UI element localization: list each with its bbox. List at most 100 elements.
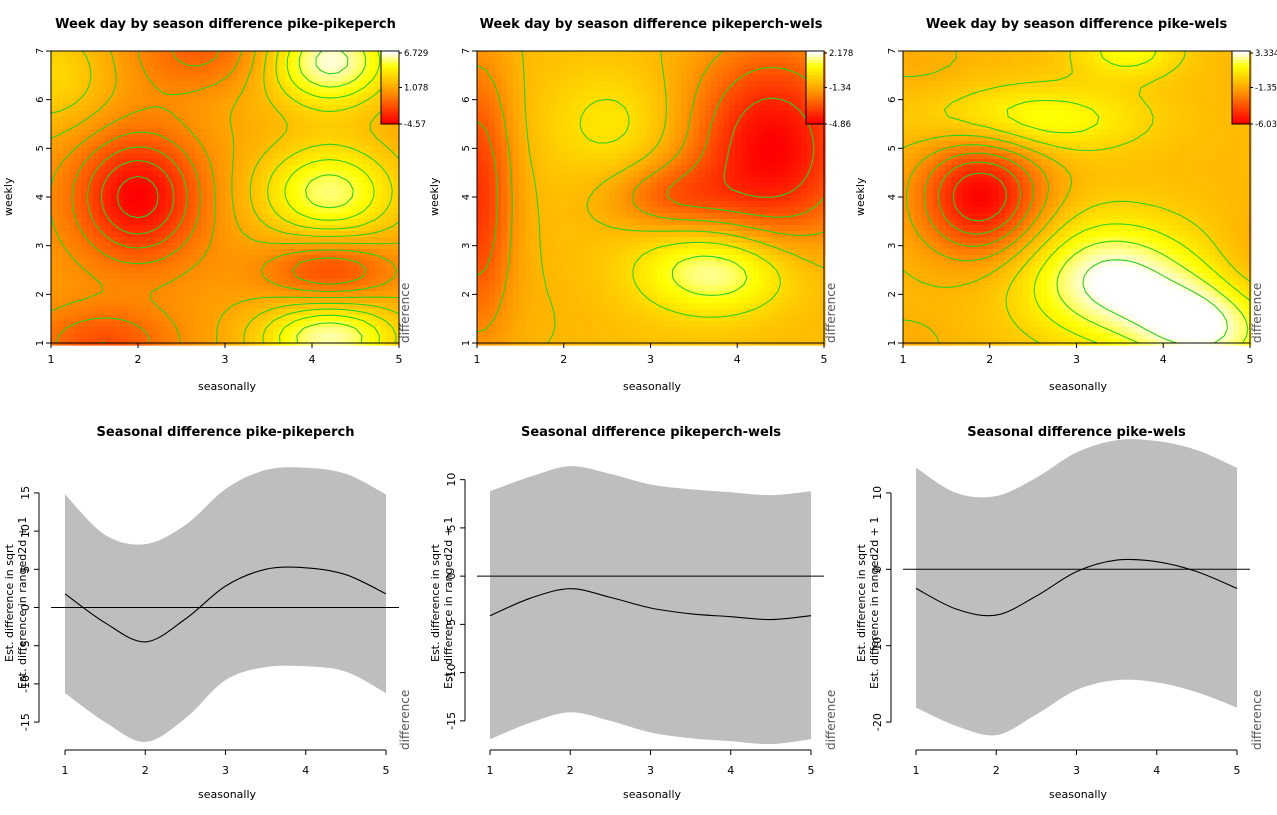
heatmap-cell xyxy=(255,267,262,274)
heatmap-cell xyxy=(351,231,358,238)
heatmap-cell xyxy=(213,171,220,178)
heatmap-cell xyxy=(357,165,364,172)
heatmap-cell xyxy=(255,177,262,184)
heatmap-cell xyxy=(147,129,154,136)
heatmap-cell xyxy=(291,255,298,262)
heatmap-cell xyxy=(339,285,346,292)
heatmap-cell xyxy=(249,99,256,106)
heatmap-cell xyxy=(63,213,70,220)
heatmap-cell xyxy=(351,141,358,148)
heatmap-cell xyxy=(351,267,358,274)
heatmap-cell xyxy=(345,285,352,292)
heatmap-cell xyxy=(171,255,178,262)
heatmap-cell xyxy=(327,291,334,298)
heatmap-cell xyxy=(135,69,142,76)
heatmap-cell xyxy=(153,93,160,100)
heatmap-cell xyxy=(69,75,76,82)
heatmap-cell xyxy=(255,141,262,148)
heatmap-cell xyxy=(369,213,376,220)
heatmap-cell xyxy=(93,75,100,82)
heatmap-cell xyxy=(369,231,376,238)
heatmap-cell xyxy=(105,129,112,136)
heatmap-cell xyxy=(345,237,352,244)
heatmap-cell xyxy=(261,297,268,304)
heatmap-cell xyxy=(315,171,322,178)
heatmap-cell xyxy=(165,99,172,106)
heatmap-cell xyxy=(243,87,250,94)
heatmap-cell xyxy=(327,147,334,154)
heatmap-cell xyxy=(135,81,142,88)
heatmap-cell xyxy=(225,255,232,262)
heatmap-cell xyxy=(153,249,160,256)
heatmap-cell xyxy=(207,57,214,64)
heatmap-cell xyxy=(321,273,328,280)
heatmap-cell xyxy=(207,117,214,124)
heatmap-cell xyxy=(213,105,220,112)
heatmap-cell xyxy=(267,147,274,154)
heatmap-cell xyxy=(345,135,352,142)
heatmap-cell xyxy=(267,297,274,304)
heatmap-cell xyxy=(81,219,88,226)
heatmap-cell xyxy=(207,51,214,58)
heatmap-cell xyxy=(243,93,250,100)
heatmap-cell xyxy=(165,261,172,268)
heatmap-cell xyxy=(345,117,352,124)
heatmap-cell xyxy=(285,57,292,64)
heatmap-cell xyxy=(57,219,64,226)
heatmap-cell xyxy=(207,285,214,292)
heatmap-cell xyxy=(321,207,328,214)
heatmap-cell xyxy=(75,69,82,76)
heatmap-cell xyxy=(129,141,136,148)
heatmap-cell xyxy=(267,165,274,172)
heatmap-cell xyxy=(153,153,160,160)
heatmap-cell xyxy=(273,273,280,280)
heatmap-cell xyxy=(63,189,70,196)
heatmap-cell xyxy=(345,51,352,58)
heatmap-cell xyxy=(81,231,88,238)
heatmap-cell xyxy=(333,291,340,298)
heatmap-cell xyxy=(327,57,334,64)
heatmap-cell xyxy=(81,303,88,310)
heatmap-cell xyxy=(81,147,88,154)
heatmap-cell xyxy=(345,81,352,88)
heatmap-cell xyxy=(231,111,238,118)
heatmap-cell xyxy=(387,123,394,130)
heatmap-cell xyxy=(57,153,64,160)
heatmap-cell xyxy=(291,159,298,166)
heatmap-cell xyxy=(279,201,286,208)
heatmap-cell xyxy=(153,99,160,106)
heatmap-cell xyxy=(141,165,148,172)
heatmap-cell xyxy=(333,111,340,118)
heatmap-cell xyxy=(111,165,118,172)
heatmap-cell xyxy=(279,75,286,82)
heatmap-cell xyxy=(69,279,76,286)
heatmap-cell xyxy=(69,207,76,214)
heatmap-cell xyxy=(189,261,196,268)
heatmap-cell xyxy=(87,195,94,202)
heatmap-cell xyxy=(117,159,124,166)
heatmap-cell xyxy=(393,237,400,244)
heatmap-cell xyxy=(375,279,382,286)
heatmap-cell xyxy=(381,249,388,256)
heatmap-cell xyxy=(315,111,322,118)
heatmap-cell xyxy=(279,207,286,214)
heatmap-cell xyxy=(93,93,100,100)
heatmap-cell xyxy=(273,129,280,136)
heatmap-cell xyxy=(327,171,334,178)
heatmap-cell xyxy=(291,51,298,58)
heatmap-cell xyxy=(177,189,184,196)
heatmap-cell xyxy=(183,69,190,76)
heatmap-cell xyxy=(237,87,244,94)
heatmap-cell xyxy=(63,75,70,82)
heatmap-cell xyxy=(171,111,178,118)
heatmap-cell xyxy=(309,231,316,238)
heatmap-cell xyxy=(243,147,250,154)
heatmap-cell xyxy=(207,183,214,190)
heatmap-cell xyxy=(189,117,196,124)
heatmap-cell xyxy=(165,153,172,160)
heatmap-cell xyxy=(219,225,226,232)
heatmap-cell xyxy=(243,57,250,64)
heatmap-cell xyxy=(129,117,136,124)
heatmap-cell xyxy=(63,153,70,160)
